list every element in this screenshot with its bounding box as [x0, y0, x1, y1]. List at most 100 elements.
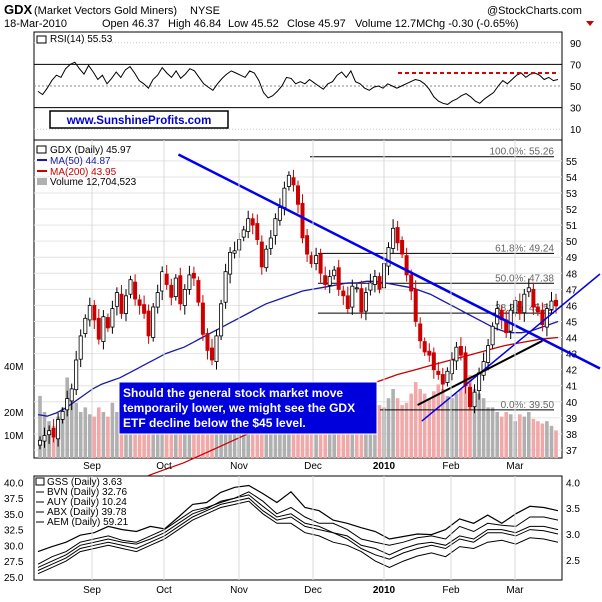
candle-body — [327, 276, 332, 286]
candle-body — [467, 386, 472, 407]
candle-body — [223, 271, 228, 303]
candle-body — [191, 272, 196, 279]
x-axis: Sep Sep Oct Oct Nov Nov Dec Dec 2010 2010 Feb Feb Ma… — [83, 140, 524, 596]
header-date: 18-Mar-2010 — [4, 18, 67, 30]
header-high: High 46.84 — [168, 18, 221, 30]
lower-legend: GSS (Daily) 3.63 BVN (Daily) 32.76 AUY (… — [35, 477, 129, 528]
volume-bar — [386, 398, 391, 458]
volume-bar — [409, 393, 413, 458]
legend-aem: AEM (Daily) 59.21 — [47, 517, 129, 528]
candle-body — [105, 317, 110, 329]
volume-bar — [110, 402, 115, 458]
header-close: Close 45.97 — [287, 18, 346, 30]
ticker-name: (Market Vectors Gold Miners) — [34, 5, 177, 17]
x-tick-label-lower: 2010 — [373, 585, 396, 596]
lower-panel-frame — [33, 475, 563, 581]
volume-bar — [391, 389, 395, 458]
candle-body — [255, 223, 260, 241]
lower-left-tick-label: 35.0 — [4, 510, 24, 521]
candle-body — [350, 285, 355, 308]
annotation-line: Should the general stock market move — [123, 386, 343, 400]
legend-gss: GSS (Daily) 3.63 — [47, 477, 122, 488]
volume-bar — [413, 382, 418, 458]
candle-body — [214, 335, 219, 362]
lower-right-tick-label: 3.0 — [566, 530, 580, 541]
rsi-tick-label: 90 — [570, 39, 582, 50]
x-tick-label-lower: Mar — [506, 585, 524, 596]
annotation-line: ETF decline below the $45 level. — [123, 416, 306, 430]
price-tick-label: 52 — [566, 205, 578, 216]
volume-bar — [160, 416, 164, 458]
website-link[interactable]: www.SunshineProfits.com — [66, 115, 212, 127]
candle-body — [535, 306, 540, 313]
volume-bar — [38, 395, 42, 458]
volume-tick-label: 40M — [4, 362, 23, 373]
lower-series-line — [37, 494, 559, 568]
lower-left-tick-label: 27.5 — [4, 557, 24, 568]
volume-bar — [468, 375, 472, 458]
volume-bar — [106, 416, 110, 458]
candle-body — [391, 227, 396, 249]
volume-bar — [486, 407, 490, 458]
rsi-panel: 90 70 50 30 10 — [34, 39, 582, 136]
price-legend-swatch — [36, 145, 47, 154]
header-change: Chg -0.30 (-0.65%) — [425, 18, 519, 30]
lower-left-tick-label: 30.0 — [4, 541, 24, 552]
candle-body — [522, 293, 527, 314]
candle-body — [42, 435, 47, 442]
volume-bar — [472, 389, 477, 458]
candle-body — [264, 248, 269, 269]
volume-bar — [78, 412, 83, 458]
candle-body — [526, 287, 531, 293]
price-tick-label: 50 — [566, 237, 578, 248]
legend-abx: ABX (Daily) 39.78 — [47, 507, 127, 518]
x-tick-label-upper: Oct — [156, 461, 172, 472]
price-tick-label: 47 — [566, 285, 578, 296]
volume-bar — [427, 398, 432, 458]
price-tick-label: 41 — [566, 382, 578, 393]
volume-bar — [441, 389, 445, 458]
candle-body — [377, 276, 382, 290]
price-tick-label: 48 — [566, 269, 578, 280]
candle-body — [219, 303, 224, 337]
candle-body — [409, 274, 414, 292]
candle-body — [92, 304, 97, 321]
candle-body — [69, 388, 74, 402]
volume-bar — [377, 405, 382, 458]
candle-body — [273, 218, 278, 236]
volume-bar — [536, 421, 540, 458]
candle-body — [146, 310, 151, 337]
candle-body — [87, 304, 92, 321]
candle-body — [354, 287, 359, 290]
volume-bar — [115, 412, 119, 458]
trendline — [417, 339, 543, 406]
header-low: Low 45.52 — [228, 18, 279, 30]
x-tick-label-upper: Mar — [506, 461, 524, 472]
website-box — [49, 110, 229, 129]
volume-bar — [395, 398, 400, 458]
volume-bar — [445, 395, 450, 458]
lower-left-tick-label: 40.0 — [4, 478, 24, 489]
legend-gdx: GDX (Daily) 45.97 — [50, 145, 132, 156]
volume-bar — [454, 393, 459, 458]
candle-body — [60, 410, 65, 420]
price-tick-label: 39 — [566, 414, 578, 425]
copyright-label: @StockCharts.com — [487, 5, 582, 17]
candle-body — [431, 352, 436, 371]
candle-body — [458, 345, 463, 356]
volume-bar — [364, 412, 368, 458]
x-tick-label-lower: Oct — [156, 585, 172, 596]
volume-bar — [214, 412, 219, 458]
candle-body — [508, 309, 513, 332]
x-tick-label-lower: Feb — [442, 585, 460, 596]
candle-body — [282, 187, 287, 208]
volume-bar — [65, 377, 69, 458]
fib-level-label: 0.0%: 39.50 — [501, 400, 555, 411]
candle-body — [65, 398, 70, 411]
lower-right-tick-label: 2.5 — [566, 556, 580, 567]
candle-body — [164, 273, 169, 285]
x-tick-label-lower: Dec — [304, 585, 322, 596]
candle-body — [155, 292, 160, 308]
legend-auy: AUY (Daily) 10.24 — [47, 497, 127, 508]
candle-body — [241, 229, 246, 238]
